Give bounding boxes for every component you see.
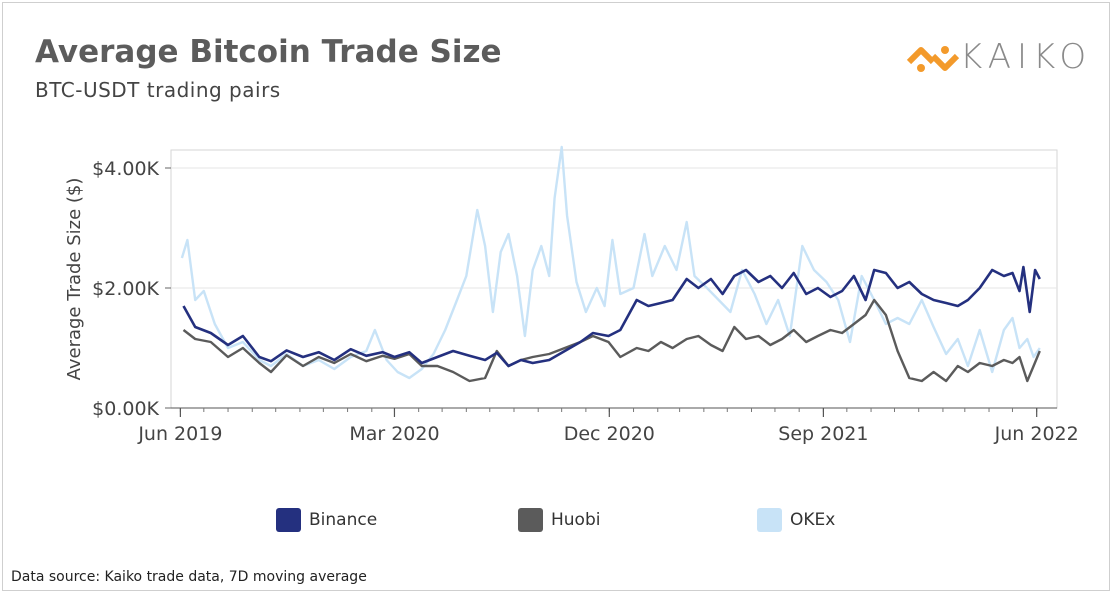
chart-subtitle: BTC-USDT trading pairs <box>35 78 281 102</box>
chart-title: Average Bitcoin Trade Size <box>35 34 502 70</box>
x-tick-label: Mar 2020 <box>349 423 439 445</box>
x-tick-label: Sep 2021 <box>778 423 868 445</box>
series-lines <box>180 145 1041 383</box>
kaiko-logo-text: KAIKO <box>960 37 1093 77</box>
x-tick-label: Jun 2019 <box>137 423 222 445</box>
axes: $0.00K $2.00K $4.00K Jun 2019 Mar 2020 Dec 20… <box>92 158 1079 445</box>
y-tick-label: $0.00K <box>92 398 159 420</box>
x-tick-label: Dec 2020 <box>564 423 655 445</box>
legend-item-okex[interactable]: OKEx <box>757 507 835 533</box>
grid-lines <box>171 167 1057 289</box>
series-line-huobi <box>182 298 1041 383</box>
legend-label-binance: Binance <box>309 510 378 530</box>
legend-label-okex: OKEx <box>790 510 836 530</box>
series-line-binance <box>182 265 1041 368</box>
y-tick-label: $2.00K <box>92 278 159 300</box>
legend-swatch-huobi <box>518 508 543 532</box>
series-line-okex <box>180 145 1041 380</box>
legend-label-huobi: Huobi <box>551 510 601 530</box>
kaiko-logo-mark-icon <box>906 46 960 72</box>
x-tick-label: Jun 2022 <box>994 423 1079 445</box>
y-axis-label: Average Trade Size ($) <box>64 178 85 381</box>
plot-area <box>170 149 1058 409</box>
data-source-note: Data source: Kaiko trade data, 7D moving… <box>11 569 367 585</box>
legend-swatch-binance <box>276 508 301 532</box>
y-tick-label: $4.00K <box>92 158 159 180</box>
legend-swatch-okex <box>757 508 782 532</box>
legend-item-binance[interactable]: Binance <box>276 507 377 533</box>
legend-item-huobi[interactable]: Huobi <box>518 507 600 533</box>
